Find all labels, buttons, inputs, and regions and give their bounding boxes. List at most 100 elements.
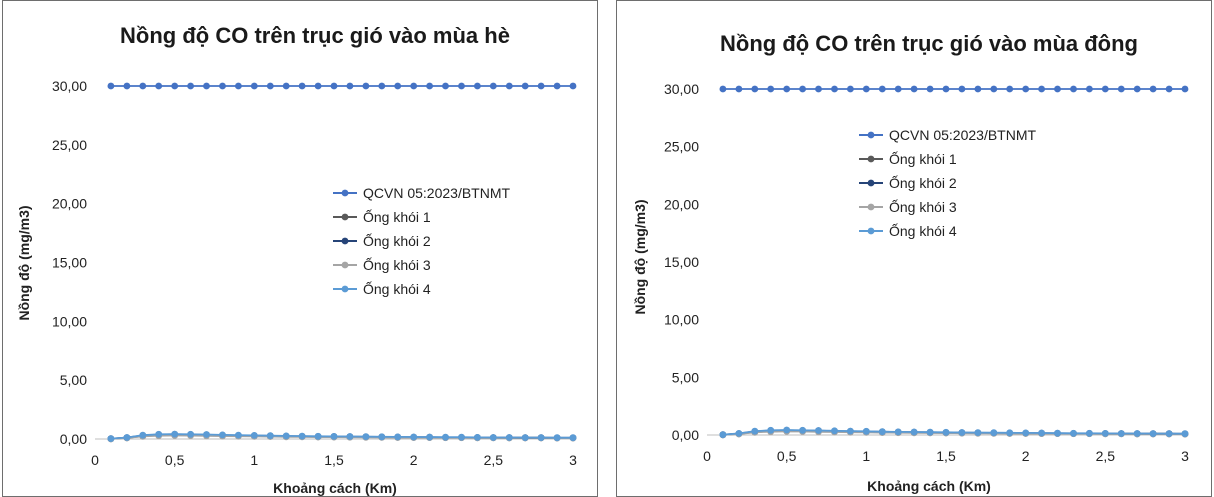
x-tick-label: 1 [250, 452, 258, 468]
y-axis-ticks: 0,00 5,00 10,00 15,00 20,00 25,00 30,00 [52, 78, 87, 447]
y-tick-label: 5,00 [60, 372, 87, 388]
data-point [474, 82, 481, 90]
y-tick-label: 30,00 [664, 81, 699, 97]
series-group [107, 82, 577, 443]
x-tick-label: 0,5 [777, 448, 797, 464]
data-point [314, 82, 322, 90]
legend-item: Ống khói 4 [859, 222, 957, 239]
summer-chart: Nồng độ CO trên trục gió vào mùa hè 0,00… [16, 23, 577, 496]
x-tick-label: 1 [862, 448, 870, 464]
y-tick-label: 20,00 [52, 196, 87, 212]
data-point [250, 432, 258, 439]
y-tick-label: 25,00 [52, 137, 87, 153]
data-point [235, 431, 242, 439]
data-point [862, 427, 870, 435]
data-point [187, 82, 195, 90]
x-tick-label: 0,5 [165, 452, 185, 468]
data-point [553, 82, 561, 90]
data-point [266, 82, 274, 90]
data-point [203, 431, 210, 438]
data-point [815, 85, 822, 93]
y-axis-title: Nồng độ (mg/m3) [16, 205, 32, 320]
data-point [783, 426, 791, 434]
data-point [282, 432, 290, 440]
series-line [107, 82, 577, 90]
legend-swatch-marker [341, 213, 349, 221]
legend-swatch-marker [867, 155, 875, 163]
data-point [1133, 430, 1141, 437]
y-tick-label: 25,00 [664, 139, 699, 155]
data-point [1149, 430, 1157, 437]
legend: QCVN 05:2023/BTNMT Ống khói 1 Ống khói 2 Ốn… [333, 185, 510, 297]
data-point [553, 434, 561, 442]
data-point [1181, 85, 1189, 93]
legend-swatch-marker [867, 203, 875, 211]
data-point [799, 85, 806, 93]
y-axis-title: Nồng độ (mg/m3) [632, 199, 648, 314]
x-tick-label: 2 [1022, 448, 1030, 464]
data-point [1022, 85, 1030, 93]
data-point [958, 429, 966, 436]
data-point [831, 85, 838, 93]
legend-swatch-marker [341, 189, 349, 197]
data-point [1133, 85, 1141, 93]
data-point [751, 427, 759, 435]
x-axis-title: Khoảng cách (Km) [867, 478, 991, 494]
data-point [1086, 429, 1093, 437]
data-point [1006, 429, 1014, 437]
data-point [894, 428, 902, 436]
x-tick-label: 2,5 [1096, 448, 1116, 464]
data-point [1038, 429, 1045, 437]
data-point [862, 85, 870, 93]
data-point [767, 85, 775, 93]
y-tick-label: 15,00 [664, 254, 699, 270]
data-point [990, 85, 998, 93]
data-point [1117, 430, 1125, 437]
data-point [974, 85, 982, 93]
data-point [847, 427, 854, 435]
data-point [1022, 429, 1030, 437]
data-point [314, 432, 322, 440]
data-point [1054, 429, 1061, 437]
x-axis-title: Khoảng cách (Km) [273, 480, 397, 496]
data-point [505, 82, 513, 90]
data-point [569, 434, 577, 442]
data-point [910, 85, 918, 93]
x-axis-ticks: 0 0,5 1 1,5 2 2,5 3 [91, 452, 577, 468]
legend-item: Ống khói 1 [333, 208, 431, 225]
data-point [1165, 85, 1173, 93]
data-point [1101, 430, 1109, 437]
data-point [171, 82, 179, 90]
data-point [219, 431, 226, 439]
legend-item: QCVN 05:2023/BTNMT [333, 185, 510, 201]
legend-label: Ống khói 1 [363, 208, 431, 225]
data-point [521, 82, 529, 90]
series-group [719, 85, 1189, 439]
data-point [926, 428, 934, 436]
data-point [474, 434, 481, 441]
legend-swatch-marker [867, 179, 875, 187]
data-point [942, 428, 950, 436]
data-point [974, 429, 982, 436]
winter-chart-panel: Nồng độ CO trên trục gió vào mùa đông 0,… [616, 0, 1212, 497]
data-point [719, 85, 727, 93]
data-point [250, 82, 258, 90]
legend-item: Ống khói 3 [333, 256, 431, 273]
x-axis-ticks: 0 0,5 1 1,5 2 2,5 3 [703, 448, 1189, 464]
legend-swatch-marker [867, 227, 875, 235]
data-point [505, 434, 513, 441]
legend: QCVN 05:2023/BTNMT Ống khói 1 Ống khói 2 Ốn… [859, 127, 1036, 239]
chart-title: Nồng độ CO trên trục gió vào mùa đông [720, 31, 1138, 56]
data-point [139, 82, 147, 90]
y-tick-label: 0,00 [60, 431, 87, 447]
legend-item: Ống khói 2 [859, 174, 957, 191]
data-point [942, 85, 950, 93]
data-point [346, 82, 354, 90]
data-point [910, 428, 918, 436]
data-point [442, 433, 449, 441]
data-point [266, 432, 274, 440]
data-point [442, 82, 449, 90]
data-point [107, 435, 115, 442]
data-point [847, 85, 854, 93]
series-line [719, 85, 1189, 93]
